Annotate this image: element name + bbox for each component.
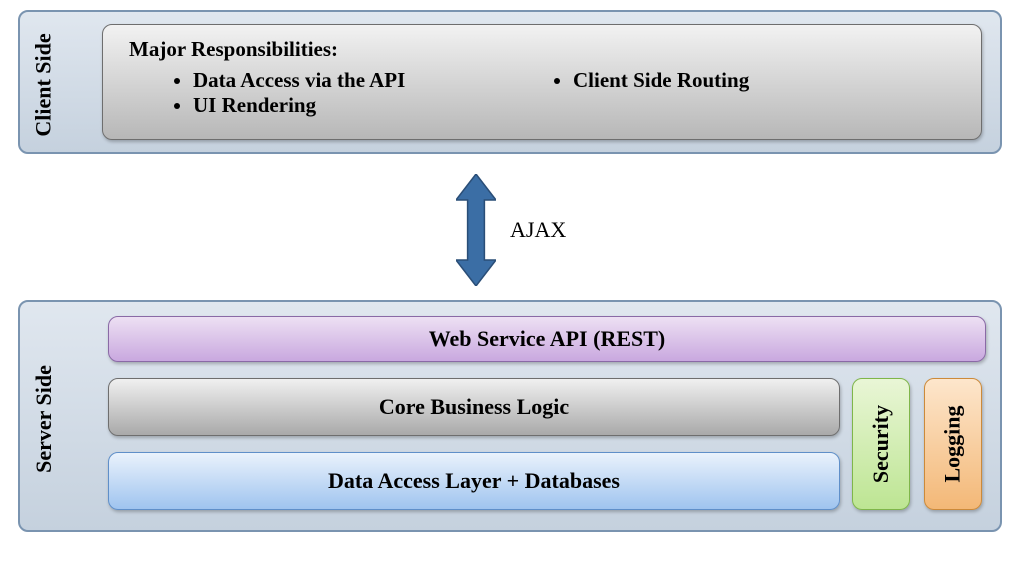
- web-service-api-box: Web Service API (REST): [108, 316, 986, 362]
- client-side-label: Client Side: [31, 33, 57, 136]
- responsibility-item: Client Side Routing: [573, 68, 865, 93]
- responsibilities-title: Major Responsibilities:: [129, 37, 955, 62]
- logging-box: Logging: [924, 378, 982, 510]
- data-access-layer-label: Data Access Layer + Databases: [328, 468, 620, 494]
- security-label: Security: [868, 405, 894, 483]
- responsibility-item: UI Rendering: [193, 93, 545, 118]
- responsibilities-right-list: Client Side Routing: [545, 68, 865, 118]
- responsibility-item: Data Access via the API: [193, 68, 545, 93]
- server-side-label: Server Side: [31, 365, 57, 473]
- data-access-layer-box: Data Access Layer + Databases: [108, 452, 840, 510]
- web-service-api-label: Web Service API (REST): [429, 326, 666, 352]
- logging-label: Logging: [940, 405, 966, 482]
- client-responsibilities-box: Major Responsibilities: Data Access via …: [102, 24, 982, 140]
- ajax-label: AJAX: [510, 217, 566, 243]
- responsibilities-left-list: Data Access via the APIUI Rendering: [165, 68, 545, 118]
- core-business-logic-box: Core Business Logic: [108, 378, 840, 436]
- core-business-logic-label: Core Business Logic: [379, 394, 569, 420]
- security-box: Security: [852, 378, 910, 510]
- ajax-arrow-group: AJAX: [456, 174, 566, 286]
- double-arrow-icon: [456, 174, 496, 286]
